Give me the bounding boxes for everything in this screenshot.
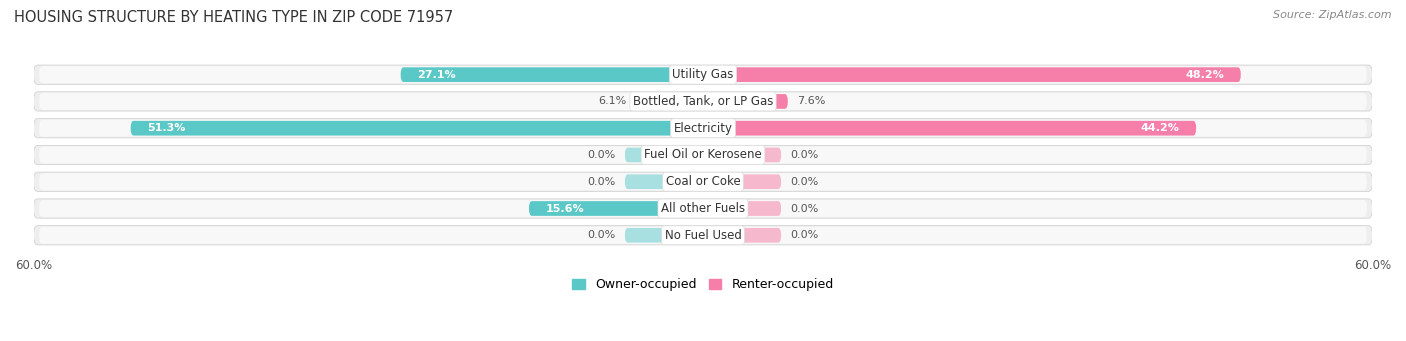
FancyBboxPatch shape [34, 65, 1372, 84]
Legend: Owner-occupied, Renter-occupied: Owner-occupied, Renter-occupied [572, 278, 834, 291]
Text: 6.1%: 6.1% [598, 97, 626, 106]
FancyBboxPatch shape [703, 228, 782, 243]
Text: Bottled, Tank, or LP Gas: Bottled, Tank, or LP Gas [633, 95, 773, 108]
Text: 15.6%: 15.6% [546, 204, 585, 213]
Text: 44.2%: 44.2% [1140, 123, 1180, 133]
Text: Fuel Oil or Kerosene: Fuel Oil or Kerosene [644, 148, 762, 162]
Text: Utility Gas: Utility Gas [672, 68, 734, 81]
FancyBboxPatch shape [636, 94, 703, 109]
FancyBboxPatch shape [39, 120, 1367, 137]
FancyBboxPatch shape [39, 227, 1367, 244]
FancyBboxPatch shape [34, 145, 1372, 165]
Text: 51.3%: 51.3% [148, 123, 186, 133]
FancyBboxPatch shape [703, 67, 1240, 82]
Text: 0.0%: 0.0% [790, 204, 818, 213]
Text: All other Fuels: All other Fuels [661, 202, 745, 215]
FancyBboxPatch shape [703, 201, 782, 216]
Text: 48.2%: 48.2% [1185, 70, 1225, 80]
FancyBboxPatch shape [34, 92, 1372, 111]
FancyBboxPatch shape [39, 200, 1367, 217]
Text: 27.1%: 27.1% [418, 70, 456, 80]
Text: 0.0%: 0.0% [588, 230, 616, 240]
FancyBboxPatch shape [34, 199, 1372, 218]
FancyBboxPatch shape [529, 201, 703, 216]
Text: Coal or Coke: Coal or Coke [665, 175, 741, 188]
Text: 0.0%: 0.0% [588, 177, 616, 187]
FancyBboxPatch shape [39, 93, 1367, 110]
FancyBboxPatch shape [39, 66, 1367, 83]
Text: Source: ZipAtlas.com: Source: ZipAtlas.com [1274, 10, 1392, 20]
FancyBboxPatch shape [703, 94, 787, 109]
FancyBboxPatch shape [624, 228, 703, 243]
Text: Electricity: Electricity [673, 122, 733, 135]
FancyBboxPatch shape [34, 172, 1372, 191]
Text: 0.0%: 0.0% [588, 150, 616, 160]
FancyBboxPatch shape [39, 146, 1367, 164]
FancyBboxPatch shape [624, 174, 703, 189]
FancyBboxPatch shape [703, 174, 782, 189]
Text: No Fuel Used: No Fuel Used [665, 229, 741, 242]
FancyBboxPatch shape [131, 121, 703, 136]
Text: 0.0%: 0.0% [790, 230, 818, 240]
FancyBboxPatch shape [401, 67, 703, 82]
Text: HOUSING STRUCTURE BY HEATING TYPE IN ZIP CODE 71957: HOUSING STRUCTURE BY HEATING TYPE IN ZIP… [14, 10, 453, 25]
FancyBboxPatch shape [624, 148, 703, 162]
FancyBboxPatch shape [39, 173, 1367, 190]
Text: 7.6%: 7.6% [797, 97, 825, 106]
FancyBboxPatch shape [34, 226, 1372, 245]
FancyBboxPatch shape [703, 121, 1197, 136]
FancyBboxPatch shape [34, 119, 1372, 138]
Text: 0.0%: 0.0% [790, 150, 818, 160]
FancyBboxPatch shape [703, 148, 782, 162]
Text: 0.0%: 0.0% [790, 177, 818, 187]
